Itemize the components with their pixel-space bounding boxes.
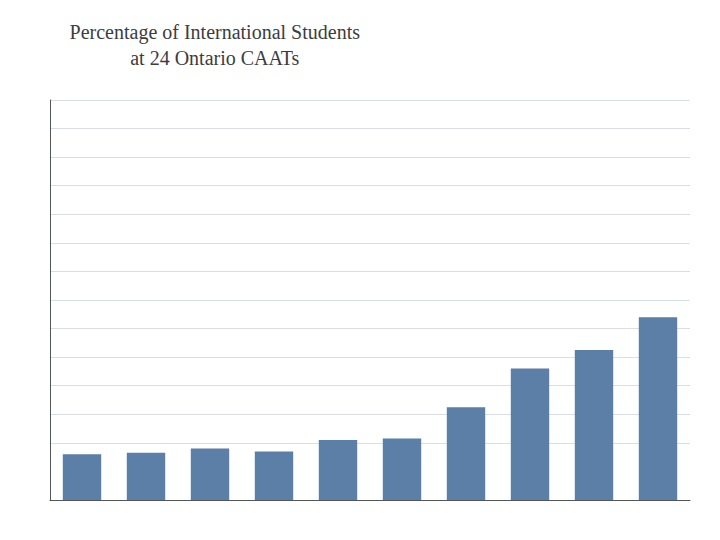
svg-text:at 24 Ontario CAATs: at 24 Ontario CAATs <box>130 47 299 69</box>
svg-text:Percentage of International St: Percentage of International Students <box>70 21 361 44</box>
